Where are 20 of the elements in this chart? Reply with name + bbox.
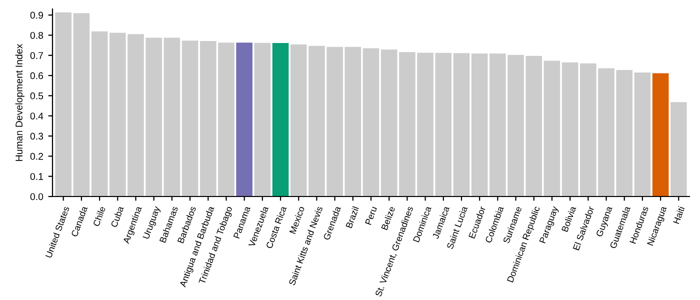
x-tick-label: Brazil: [345, 206, 359, 228]
y-tick-label: 0.2: [30, 152, 43, 160]
y-tick-label: 0.5: [30, 92, 44, 100]
y-axis-title: Human Development Index: [15, 44, 24, 161]
x-tick-label: Peru: [365, 206, 378, 226]
y-tick-label: 0.4: [30, 112, 44, 120]
x-tick-label: Bolivia: [561, 206, 576, 232]
x-tick-label: Haiti: [672, 206, 685, 224]
y-tick-label: 0.1: [30, 173, 43, 180]
y-tick-label: 0.3: [30, 132, 44, 140]
x-tick-label: United States: [45, 206, 70, 258]
y-tick-label: 0.6: [30, 72, 44, 80]
y-tick-label: 0.8: [30, 32, 44, 39]
x-tick-label: Cuba: [110, 206, 124, 228]
y-tick-label: 0.9: [30, 12, 44, 19]
y-tick-label: 0.7: [30, 52, 43, 59]
x-tick-label: Belize: [380, 206, 396, 230]
y-tick-label: 0.0: [30, 193, 44, 200]
x-tick-label: Mexico: [289, 206, 305, 234]
x-tick-label: Chile: [92, 206, 106, 227]
